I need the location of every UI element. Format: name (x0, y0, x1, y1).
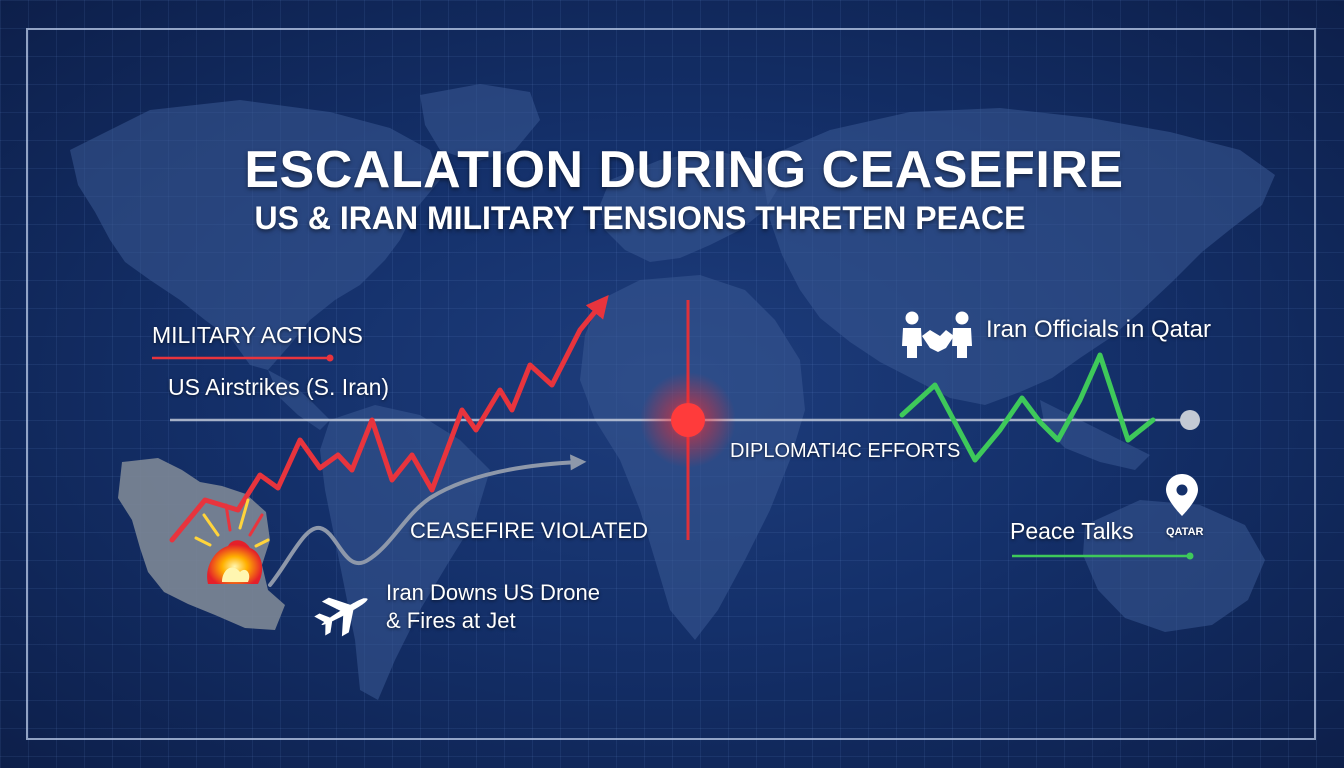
qatar-location-label: QATAR (1166, 526, 1204, 538)
europe-shape (600, 150, 780, 262)
diplomacy-trend-line (899, 352, 1156, 463)
australia-shape (1083, 500, 1265, 632)
iran-officials-label: Iran Officials in Qatar (986, 316, 1211, 343)
military-underline-dot (326, 354, 334, 362)
explosion-icon (194, 498, 270, 584)
drone-downed-label-line1: Iran Downs US Drone (386, 580, 600, 605)
jet-icon (314, 597, 368, 637)
outer-frame (26, 28, 1316, 740)
diplomatic-efforts-heading: DIPLOMATI4C EFFORTS (730, 440, 961, 462)
timeline-end-marker (1180, 410, 1200, 430)
airstrikes-label: US Airstrikes (S. Iran) (168, 374, 390, 400)
peace-talks-label: Peace Talks (1010, 518, 1134, 544)
central-america-shape (268, 370, 330, 430)
flashpoint-dot (671, 403, 705, 437)
location-pin-icon (1166, 474, 1198, 516)
peace-underline-dot (1186, 552, 1194, 560)
north-america-shape (70, 100, 440, 370)
southeast-asia-shape (1040, 400, 1150, 470)
page-title: ESCALATION DURING CEASEFIRE (244, 141, 1124, 199)
page-subtitle: US & IRAN MILITARY TENSIONS THRETEN PEAC… (254, 200, 1026, 236)
escalation-trend-line (169, 295, 609, 543)
violation-trend-line (268, 454, 587, 587)
military-actions-heading: MILITARY ACTIONS (152, 322, 363, 348)
drone-downed-label-line2: & Fires at Jet (386, 608, 516, 633)
asia-shape (760, 108, 1275, 405)
south-america-shape (320, 405, 490, 700)
greenland-shape (420, 84, 540, 162)
continents (70, 84, 1275, 700)
handshake-icon (902, 311, 972, 358)
ceasefire-violated-label: CEASEFIRE VIOLATED (410, 518, 648, 543)
